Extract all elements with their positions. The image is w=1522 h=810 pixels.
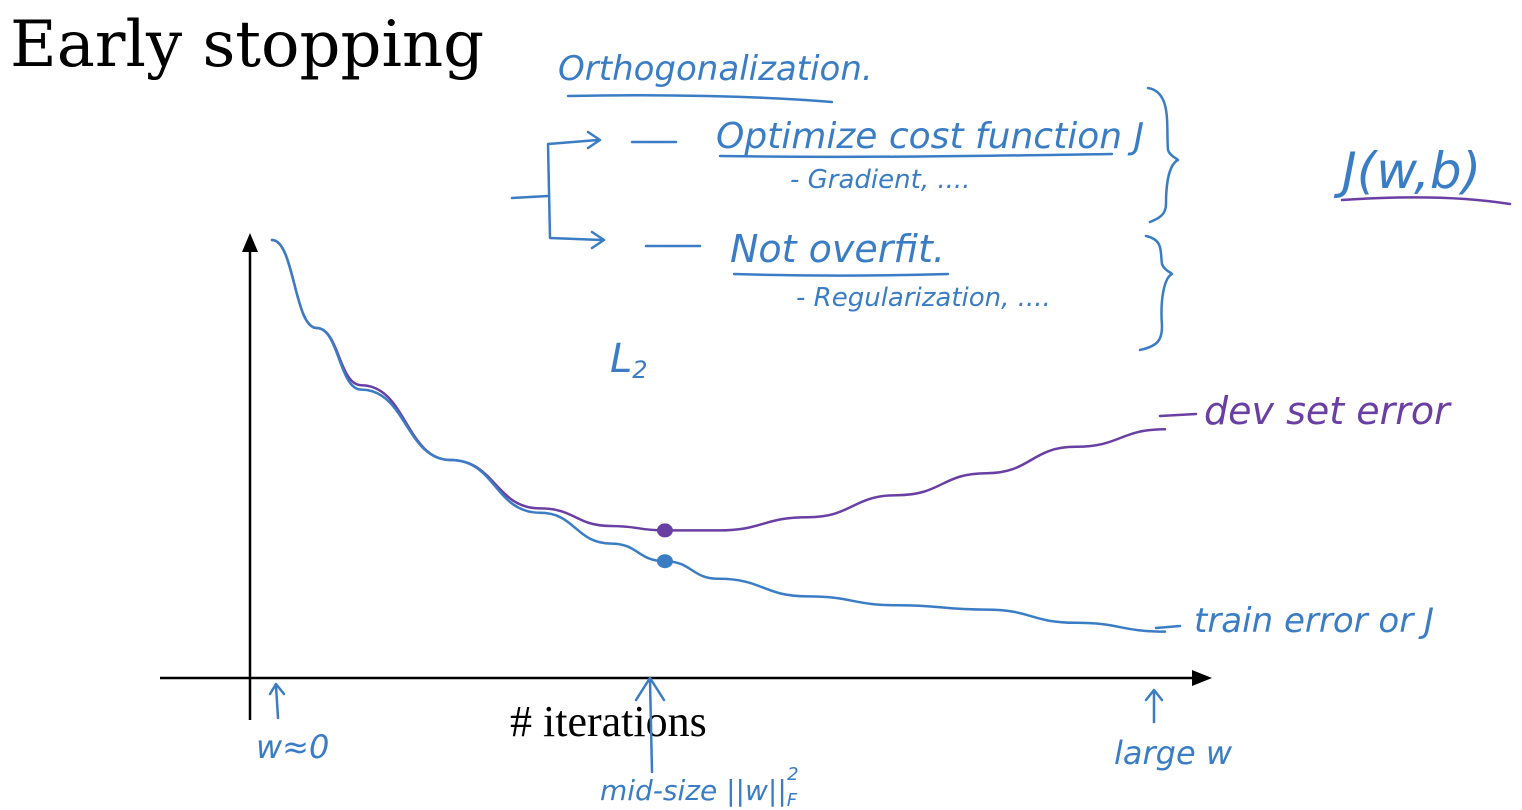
- cost-function-underline: [1340, 196, 1512, 206]
- dev-min-marker: [656, 523, 673, 538]
- not-overfit-label: Not overfit.: [730, 227, 945, 271]
- optimize-cost-label: Optimize cost function J: [716, 116, 1144, 157]
- dev-label-leader: [1158, 412, 1198, 418]
- mid-size-label: mid-size ||w||F2: [600, 764, 799, 810]
- orthogonalization-underline: [566, 94, 834, 104]
- regularization-label: - Regularization, ....: [796, 283, 1051, 313]
- x-axis-arrow: [1192, 670, 1212, 686]
- slide-title: Early stopping: [10, 8, 484, 82]
- optimize-brace: [1146, 86, 1180, 224]
- optimize-underline: [718, 152, 1114, 159]
- mid-size-arrow: [634, 676, 666, 774]
- w-zero-label: w≈0: [256, 728, 329, 766]
- gradient-label: - Gradient, ....: [790, 165, 970, 195]
- l2-label: L2: [610, 336, 648, 384]
- task-bracket: [510, 130, 702, 250]
- dev-set-error-label: dev set error: [1204, 389, 1452, 433]
- w-zero-arrow: [268, 682, 286, 720]
- train-marker: [656, 554, 673, 569]
- stopping-point-markers: [656, 523, 673, 569]
- train-error-label: train error or J: [1194, 601, 1434, 641]
- cost-function-label: J(w,b): [1333, 142, 1481, 200]
- large-w-label: large w: [1114, 734, 1233, 772]
- overfit-brace: [1138, 234, 1174, 352]
- chart-axes: [160, 233, 1212, 720]
- train-label-leader: [1154, 624, 1182, 630]
- x-axis-label: # iterations: [510, 697, 707, 746]
- series-line-train-error: [270, 238, 1167, 633]
- large-w-arrow: [1144, 688, 1164, 724]
- not-overfit-underline: [732, 272, 950, 277]
- orthogonalization-label: Orthogonalization.: [558, 49, 873, 89]
- y-axis-arrow: [242, 233, 258, 252]
